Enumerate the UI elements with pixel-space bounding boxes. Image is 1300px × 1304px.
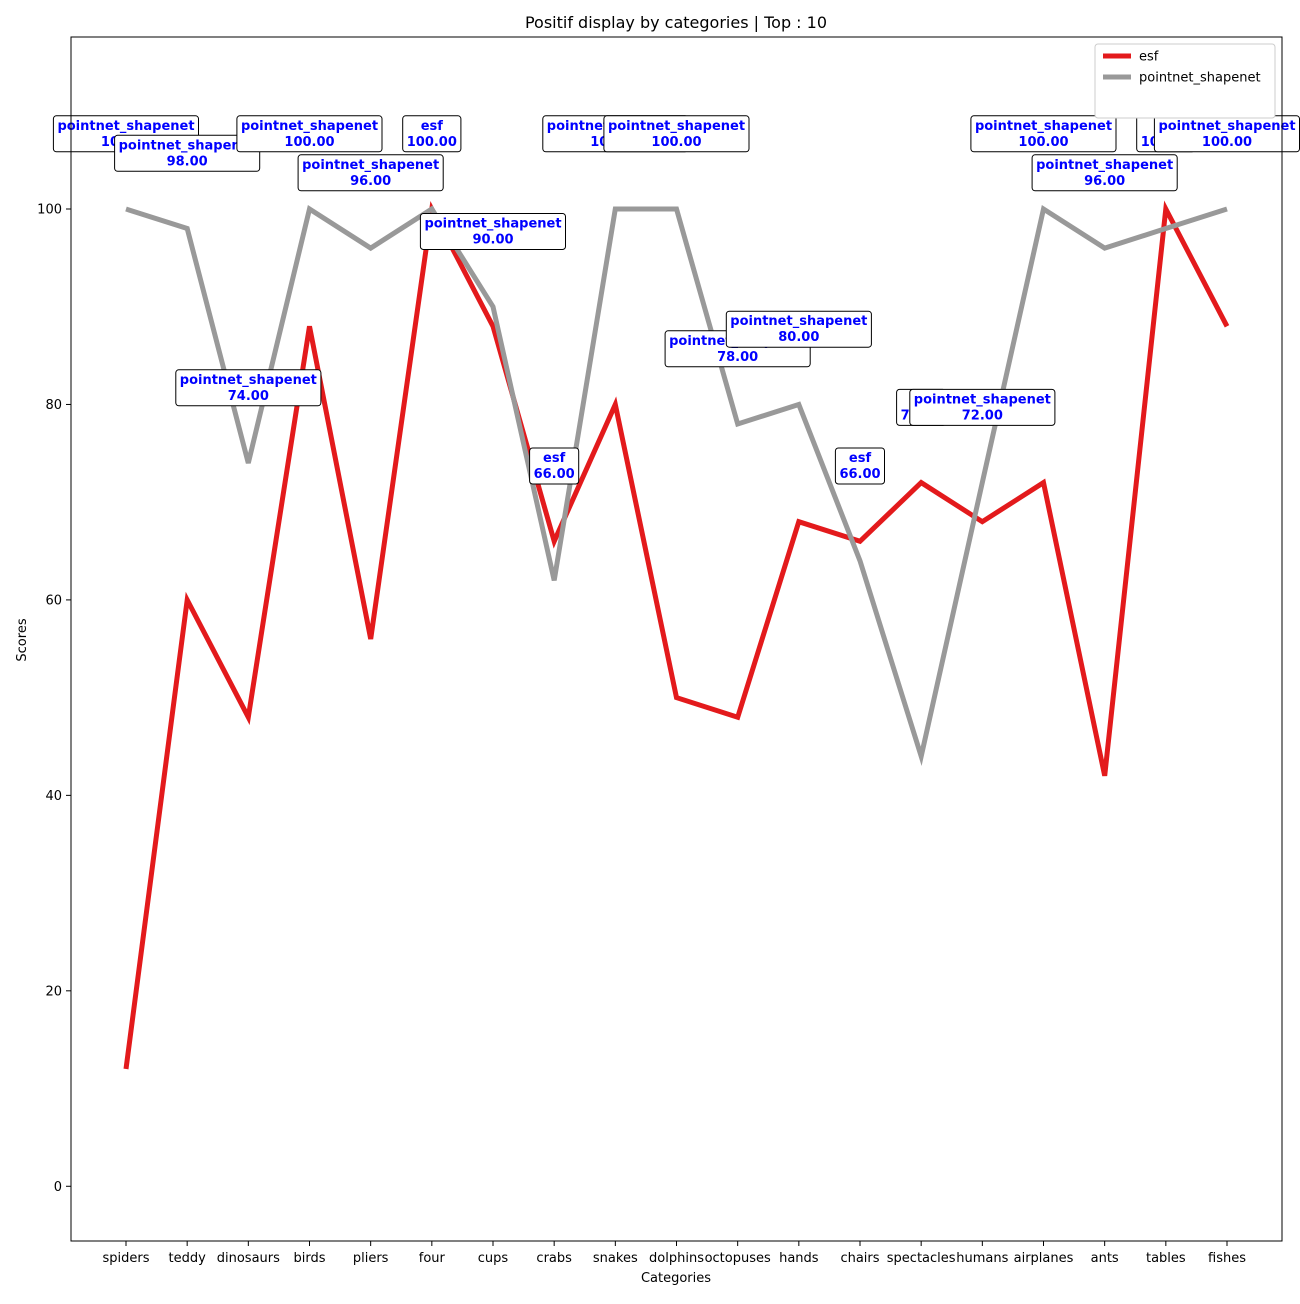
annotation-layer: pointnet_shapenet100.00pointnet_shapenet… — [52, 115, 1300, 485]
annotation-frame — [419, 213, 566, 250]
annotation-frame — [603, 115, 750, 153]
annotation-series-label: pointnet_shapenet — [730, 314, 867, 329]
annotation-frame — [236, 115, 383, 153]
annotation-series-label: esf — [849, 451, 872, 466]
annotation-value: 96.00 — [350, 174, 391, 189]
legend-label: esf — [1139, 50, 1159, 65]
annotation-series-label: esf — [421, 119, 444, 134]
y-tick-label: 60 — [45, 593, 62, 608]
annotation-value: 66.00 — [839, 467, 880, 482]
legend: esf pointnet_shapenet — [1094, 43, 1276, 119]
x-axis: spiders teddy dinosaurs birds pliers four cups… — [102, 1241, 1246, 1266]
x-tick-label: hands — [779, 1251, 819, 1266]
annotation-frame — [175, 369, 322, 407]
legend-frame — [1094, 43, 1276, 119]
x-tick-label: spectacles — [887, 1251, 956, 1266]
annotation-value: 98.00 — [167, 154, 208, 169]
annotation-frame — [114, 134, 261, 172]
annotation-value: 96.00 — [1084, 174, 1125, 189]
annotation-value: 100.00 — [284, 135, 334, 150]
y-tick-label: 100 — [37, 203, 62, 218]
series-line-esf — [123, 200, 1230, 1070]
y-tick-label: 20 — [45, 984, 62, 999]
annotation-value: 78.00 — [717, 350, 758, 365]
annotation-frame — [725, 310, 872, 348]
annotation-frame — [909, 388, 1056, 426]
annotation-series-label: pointnet_shapenet — [608, 119, 745, 134]
annotation-frame — [297, 154, 444, 192]
y-axis-title: Scores — [15, 618, 30, 661]
x-tick-label: humans — [956, 1251, 1008, 1266]
annotation-value: 100.00 — [651, 135, 701, 150]
x-tick-label: tables — [1146, 1251, 1186, 1266]
x-axis-title: Categories — [641, 1271, 711, 1286]
annotation-series-label: pointnet_shapenet — [119, 138, 256, 153]
x-tick-label: dinosaurs — [217, 1251, 280, 1266]
y-axis: 0 20 40 60 80 100 — [37, 203, 71, 1195]
annotation-series-label: pointnet_shapenet — [57, 119, 194, 134]
series-line-pointnet-shapenet — [125, 204, 1228, 766]
annotation-value: 100.00 — [407, 135, 457, 150]
annotation-frame — [834, 447, 886, 485]
annotation-series-label: pointnet_shapenet — [914, 392, 1051, 407]
y-tick-label: 40 — [45, 789, 62, 804]
chart-title: Positif display by categories | Top : 10 — [525, 13, 827, 32]
annotation-value: 74.00 — [228, 389, 269, 404]
annotation-series-label: pointnet_shapenet — [302, 158, 439, 173]
x-tick-label: pliers — [353, 1251, 389, 1266]
y-tick-label: 0 — [54, 1180, 62, 1195]
annotation-value: 100.00 — [1202, 135, 1252, 150]
x-tick-label: dolphins — [649, 1251, 704, 1266]
annotation-series-label: pointnet_shapenet — [424, 216, 561, 231]
x-tick-label: ants — [1091, 1251, 1119, 1266]
x-tick-label: four — [419, 1251, 446, 1266]
annotation-series-label: esf — [543, 451, 566, 466]
annotation-frame — [970, 115, 1117, 153]
x-tick-label: spiders — [102, 1251, 149, 1266]
annotation-series-label: pointnet_shapenet — [180, 373, 317, 388]
annotation-frame — [529, 447, 580, 485]
x-tick-label: cups — [478, 1251, 509, 1266]
x-tick-label: airplanes — [1014, 1251, 1074, 1266]
annotation-value: 72.00 — [962, 408, 1003, 423]
legend-label: pointnet_shapenet — [1139, 71, 1261, 86]
annotation-series-label: pointnet_shapenet — [1036, 158, 1173, 173]
annotation-series-label: pointnet_shapenet — [1158, 119, 1295, 134]
annotation-series-label: pointnet_shapenet — [975, 119, 1112, 134]
annotation-frame — [402, 115, 462, 153]
x-tick-label: crabs — [536, 1251, 572, 1266]
x-tick-label: birds — [293, 1251, 325, 1266]
annotation-series-label: pointnet_shapenet — [241, 119, 378, 134]
x-tick-label: chairs — [840, 1251, 879, 1266]
x-tick-label: teddy — [169, 1251, 207, 1266]
annotation-value: 100.00 — [1018, 135, 1068, 150]
x-tick-label: snakes — [593, 1251, 638, 1266]
annotation-value: 66.00 — [534, 467, 575, 482]
annotation-value: 80.00 — [778, 330, 819, 345]
x-tick-label: fishes — [1208, 1251, 1246, 1266]
annotation-frame — [1031, 154, 1178, 192]
series-layer — [123, 200, 1230, 1070]
x-tick-label: octopuses — [705, 1251, 771, 1266]
y-tick-label: 80 — [45, 398, 62, 413]
annotation-value: 90.00 — [472, 232, 513, 247]
